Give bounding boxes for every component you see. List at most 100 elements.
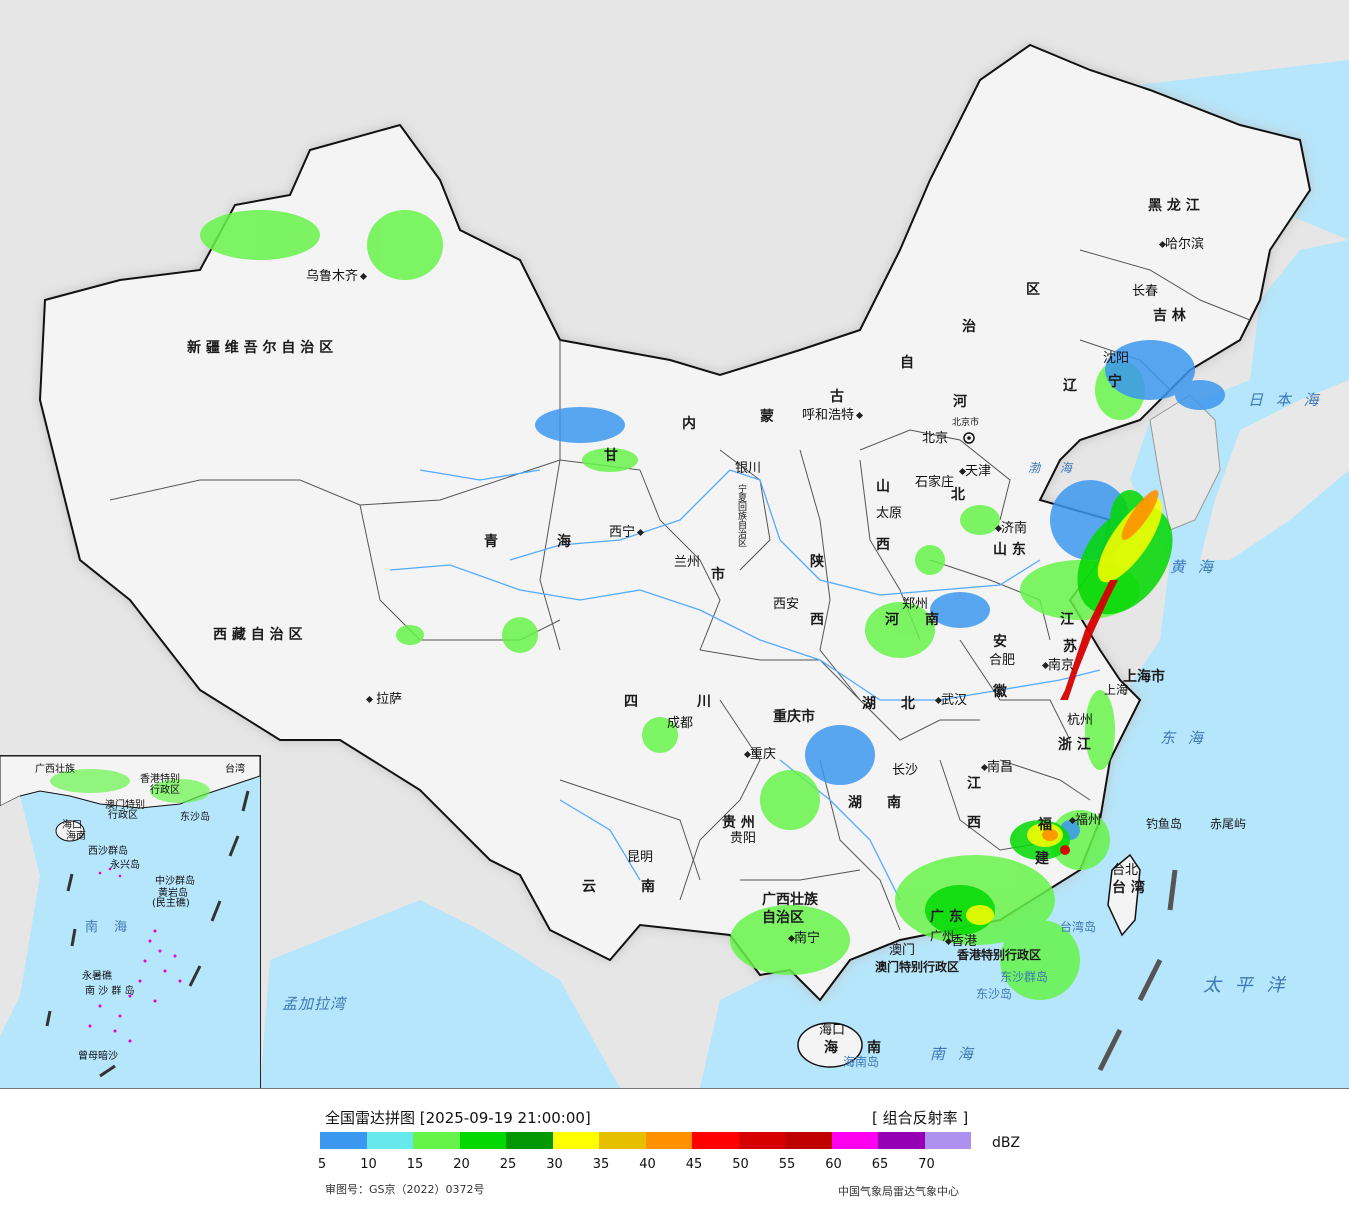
legend-tick: 35 bbox=[592, 1157, 610, 1172]
city-label: 昆明 bbox=[627, 850, 654, 865]
province-label: 广 东 bbox=[930, 909, 963, 925]
province-label: 广西壮族 bbox=[762, 892, 818, 908]
legend-tick: 20 bbox=[453, 1157, 470, 1172]
ocean-east bbox=[700, 60, 1349, 1088]
inset-label: 南 海 bbox=[85, 920, 134, 935]
city-label: 济南 bbox=[993, 522, 1027, 535]
china-radar-map bbox=[38, 43, 1349, 1088]
province-label: 内 bbox=[682, 416, 696, 432]
city-label: 石家庄 bbox=[915, 475, 955, 490]
legend-swatch bbox=[878, 1132, 925, 1149]
province-label: 云 bbox=[582, 879, 596, 895]
legend-tick: 5 bbox=[317, 1157, 327, 1172]
taiwan-island bbox=[1107, 853, 1141, 937]
city-label: 台北 bbox=[1112, 863, 1139, 878]
province-label: 苏 bbox=[1063, 639, 1077, 655]
inset-label: 行政区 bbox=[150, 785, 180, 796]
inset-label: 永兴岛 bbox=[110, 860, 140, 871]
inset-label: 曾母暗沙 bbox=[78, 1051, 118, 1062]
province-label: 西 bbox=[967, 815, 981, 831]
city-label: 澳门 bbox=[889, 943, 916, 958]
province-label: 江 bbox=[967, 776, 981, 792]
sea-label: 南 海 bbox=[930, 1045, 977, 1063]
inset-label: (民主礁) bbox=[152, 898, 190, 909]
legend-product: [ 组合反射率 ] bbox=[872, 1109, 969, 1127]
legend-swatch bbox=[692, 1132, 739, 1149]
legend-tick: 15 bbox=[406, 1157, 424, 1172]
maritime-boundary-dashes bbox=[1097, 869, 1178, 1072]
map-area: 新 疆 维 吾 尔 自 治 区 西 藏 自 治 区 青 海 甘 内 蒙 古 自 … bbox=[0, 0, 1349, 1088]
inset-label: 海南 bbox=[66, 831, 86, 842]
sea-label: 孟加拉湾 bbox=[282, 995, 347, 1013]
hainan-island bbox=[797, 1022, 863, 1068]
province-label: 宁 bbox=[1108, 374, 1122, 390]
sea-label: 东 海 bbox=[1160, 729, 1207, 747]
city-label: 呼和浩特 bbox=[802, 409, 864, 422]
province-label: 西 藏 自 治 区 bbox=[213, 627, 303, 643]
city-label: 贵阳 bbox=[730, 831, 757, 846]
japan-landmass bbox=[1200, 380, 1349, 560]
city-label: 长春 bbox=[1132, 284, 1159, 299]
city-label: 杭州 bbox=[1067, 713, 1094, 728]
city-label: 福州 bbox=[1067, 814, 1101, 827]
province-label: 南 bbox=[925, 612, 939, 628]
city-label: 拉萨 bbox=[364, 693, 402, 706]
province-label: 安 bbox=[993, 634, 1007, 650]
island-label: 东沙岛 bbox=[976, 987, 1013, 1001]
province-label: 市 bbox=[711, 567, 725, 583]
province-label: 山 bbox=[876, 479, 890, 495]
province-label: 自 bbox=[900, 355, 914, 371]
legend-swatch bbox=[320, 1132, 367, 1149]
city-label: 北京 bbox=[922, 431, 949, 446]
sea-label: 太 平 洋 bbox=[1203, 975, 1289, 996]
inset-map bbox=[0, 756, 260, 1078]
island-label: 澳门特别行政区 bbox=[875, 960, 960, 974]
province-label: 陕 bbox=[810, 554, 824, 570]
province-label: 蒙 bbox=[760, 409, 774, 425]
legend-panel: 全国雷达拼图 [2025-09-19 21:00:00] [ 组合反射率 ] d… bbox=[0, 1088, 1349, 1209]
inset-label: 黄岩岛 bbox=[158, 888, 188, 899]
city-label: 香港 bbox=[943, 935, 977, 948]
sea-label: 黄 海 bbox=[1170, 558, 1217, 576]
province-label: 海 bbox=[557, 534, 571, 550]
legend-ticks: 5 10 15 20 25 30 35 40 45 50 55 60 65 70 bbox=[317, 1157, 980, 1173]
legend-tick: 25 bbox=[499, 1157, 517, 1172]
city-label: 上海 bbox=[1104, 683, 1129, 697]
province-label: 江 bbox=[1060, 612, 1074, 628]
province-label: 新 疆 维 吾 尔 自 治 区 bbox=[187, 340, 334, 356]
city-label: 北京市 bbox=[952, 418, 980, 428]
beijing-capital-marker bbox=[963, 432, 975, 444]
legend-tick: 50 bbox=[732, 1157, 749, 1172]
legend-swatch bbox=[552, 1132, 599, 1149]
city-label: 武汉 bbox=[933, 694, 967, 707]
legend-swatch bbox=[738, 1132, 785, 1149]
province-label: 湖 bbox=[848, 795, 862, 811]
city-label: 西宁 bbox=[609, 526, 645, 539]
city-label: 海口 bbox=[819, 1023, 846, 1038]
province-label: 南 bbox=[887, 795, 901, 811]
city-label: 南昌 bbox=[979, 761, 1013, 774]
legend-swatch bbox=[506, 1132, 553, 1149]
island-label: 海南岛 bbox=[843, 1055, 880, 1069]
legend-tick: 65 bbox=[871, 1157, 889, 1172]
sea-label: 渤 海 bbox=[1028, 461, 1080, 475]
province-label: 贵 州 bbox=[722, 815, 755, 831]
province-label: 河 bbox=[953, 394, 967, 410]
province-label: 青 bbox=[484, 534, 498, 550]
inset-label: 东沙岛 bbox=[180, 812, 210, 823]
province-label: 徽 bbox=[993, 684, 1007, 700]
legend-swatch bbox=[459, 1132, 506, 1149]
inset-label: 永暑礁 bbox=[82, 971, 112, 982]
city-label: 重庆 bbox=[742, 748, 776, 761]
province-label: 黑 龙 江 bbox=[1148, 198, 1200, 214]
city-label: 银川 bbox=[735, 461, 762, 476]
province-label: 上海市 bbox=[1123, 669, 1165, 685]
province-label: 湖 bbox=[862, 696, 876, 712]
province-label: 古 bbox=[830, 389, 844, 405]
province-label: 重庆市 bbox=[773, 709, 815, 725]
south-china-sea-inset: 广西壮族 香港特别 行政区 澳门特别 行政区 台湾 东沙岛 海口 海南 西沙群岛… bbox=[0, 755, 261, 1088]
province-label: 吉 林 bbox=[1153, 308, 1186, 324]
city-label: 合肥 bbox=[989, 653, 1016, 668]
province-label: 宁夏回族自治区 bbox=[738, 485, 748, 549]
city-label: 天津 bbox=[957, 465, 991, 478]
